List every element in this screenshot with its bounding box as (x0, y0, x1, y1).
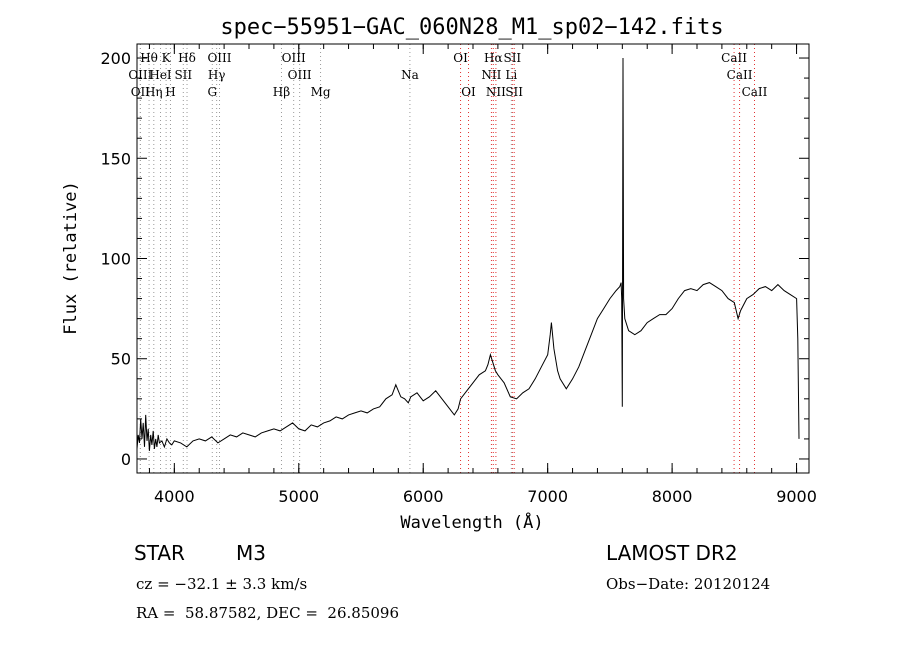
line-label-0: Hθ (140, 51, 158, 65)
y-tick-label-50: 50 (111, 350, 131, 369)
plot-frame (136, 43, 810, 474)
line-label-24: OI (461, 85, 476, 99)
x-tick-label-7000: 7000 (527, 487, 568, 506)
coordinates: RA = 58.87582, DEC = 26.85096 (136, 604, 400, 622)
y-axis: 0 50 100 150 200 (100, 49, 809, 469)
line-label-20: H (165, 85, 175, 99)
x-tick-label-8000: 8000 (652, 487, 693, 506)
line-label-13: OIII (288, 68, 312, 82)
line-label-12: Hγ (208, 68, 226, 82)
line-label-7: SII (503, 51, 521, 65)
line-label-22: Hβ (273, 85, 290, 99)
y-tick-label-200: 200 (100, 49, 131, 68)
x-tick-label-6000: 6000 (403, 487, 444, 506)
x-tick-label-9000: 9000 (776, 487, 817, 506)
line-label-16: Li (505, 68, 517, 82)
object-class: STAR (134, 541, 185, 565)
line-label-3: OIII (207, 51, 231, 65)
spectrum-curve (136, 57, 800, 451)
line-label-15: NII (481, 68, 501, 82)
line-label-2: Hδ (178, 51, 196, 65)
y-tick-label-0: 0 (121, 450, 131, 469)
y-tick-label-150: 150 (100, 149, 131, 168)
line-label-9: OIII (128, 68, 152, 82)
observation-date: Obs−Date: 20120124 (606, 575, 771, 593)
y-axis-label: Flux (relative) (61, 181, 81, 335)
chart-title: spec−55951−GAC_060N28_M1_sp02−142.fits (220, 15, 723, 40)
x-tick-label-4000: 4000 (154, 487, 195, 506)
line-label-27: CaII (742, 85, 768, 99)
line-label-4: OIII (282, 51, 306, 65)
line-label-26: SII (505, 85, 523, 99)
line-label-14: Na (401, 68, 419, 82)
line-label-5: OI (453, 51, 468, 65)
line-label-18: OII (131, 85, 151, 99)
line-label-10: HeI (149, 68, 172, 82)
x-axis: 4000 5000 6000 7000 8000 9000 (148, 44, 817, 506)
object-subclass: M3 (236, 541, 266, 565)
redshift-cz: cz = −32.1 ± 3.3 km/s (136, 575, 308, 593)
line-label-6: Hα (484, 51, 503, 65)
line-label-23: Mg (311, 85, 331, 99)
line-label-8: CaII (721, 51, 747, 65)
line-label-25: NII (486, 85, 506, 99)
line-label-11: SII (174, 68, 192, 82)
x-axis-label: Wavelength (Å) (400, 511, 543, 533)
y-tick-label-100: 100 (100, 250, 131, 269)
x-tick-label-5000: 5000 (278, 487, 319, 506)
line-label-17: CaII (727, 68, 753, 82)
line-label-21: G (207, 85, 217, 99)
line-label-19: Hη (145, 85, 163, 99)
survey-name: LAMOST DR2 (606, 541, 738, 565)
line-label-1: K (162, 51, 172, 65)
spectral-line-markers (139, 44, 755, 473)
